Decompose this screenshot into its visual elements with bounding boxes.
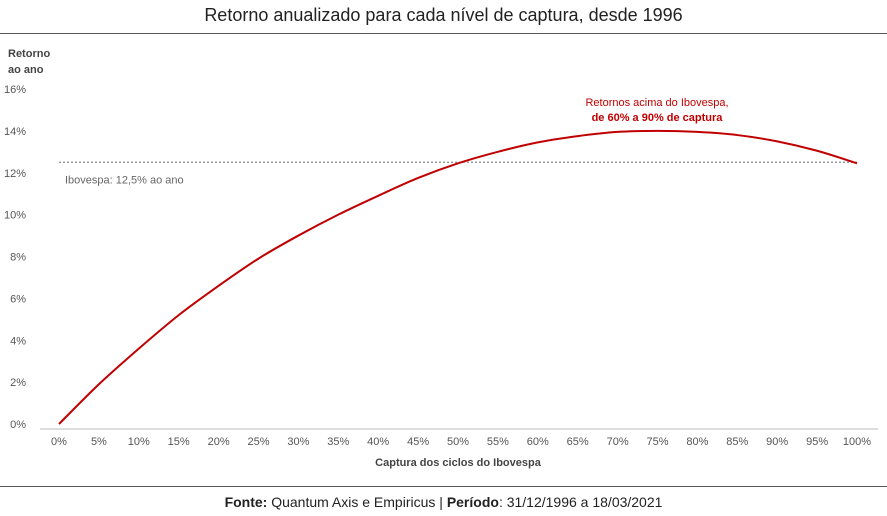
y-tick-label: 14%	[4, 126, 26, 138]
y-tick-label: 4%	[10, 335, 26, 347]
y-axis-label-line1: Retorno	[8, 48, 51, 60]
x-tick-label: 60%	[527, 436, 549, 448]
x-tick-label: 90%	[766, 436, 788, 448]
y-tick-label: 2%	[10, 377, 26, 389]
x-tick-label: 45%	[407, 436, 429, 448]
x-tick-label: 70%	[607, 436, 629, 448]
x-tick-label: 50%	[447, 436, 469, 448]
y-tick-label: 6%	[10, 293, 26, 305]
x-axis-label: Captura dos ciclos do Ibovespa	[375, 457, 542, 469]
x-tick-label: 75%	[646, 436, 668, 448]
y-axis-label: Retorno ao ano	[8, 46, 68, 78]
bottom-divider	[0, 486, 887, 487]
x-tick-label: 0%	[51, 436, 67, 448]
y-tick-label: 16%	[4, 84, 26, 96]
source-label: Fonte:	[224, 494, 268, 510]
x-tick-label: 80%	[686, 436, 708, 448]
annotation-line2: de 60% a 90% de captura	[592, 112, 724, 124]
y-tick-label: 0%	[10, 419, 26, 431]
x-tick-label: 40%	[367, 436, 389, 448]
y-tick-label: 8%	[10, 252, 26, 264]
x-ticks: 0% 5% 10% 15% 20% 25% 30% 35% 40% 45% 50% 55% 60% 65%…	[51, 436, 871, 448]
y-tick-label: 10%	[4, 210, 26, 222]
x-tick-label: 35%	[327, 436, 349, 448]
source-value: Quantum Axis e Empiricus	[271, 494, 436, 510]
x-tick-label: 100%	[843, 436, 871, 448]
x-tick-label: 55%	[487, 436, 509, 448]
top-divider	[0, 33, 887, 34]
y-tick-label: 12%	[4, 168, 26, 180]
x-tick-label: 25%	[247, 436, 269, 448]
x-tick-label: 15%	[168, 436, 190, 448]
period-label: Período	[446, 494, 499, 510]
series-points	[58, 130, 858, 425]
chart-title: Retorno anualizado para cada nível de ca…	[204, 5, 683, 25]
x-tick-label: 85%	[726, 436, 748, 448]
footer-separator: |	[439, 494, 443, 510]
line-chart: 0% 2% 4% 6% 8% 10% 12% 14% 16% 0% 5% 10% 15% 20% 25% 3…	[4, 84, 878, 469]
period-value: : 31/12/1996 a 18/03/2021	[498, 494, 663, 510]
x-tick-label: 95%	[806, 436, 828, 448]
x-tick-label: 5%	[91, 436, 107, 448]
y-ticks: 0% 2% 4% 6% 8% 10% 12% 14% 16%	[4, 84, 26, 431]
x-tick-label: 10%	[128, 436, 150, 448]
x-tick-label: 20%	[208, 436, 230, 448]
y-axis-label-line2: ao ano	[8, 64, 44, 76]
x-tick-label: 65%	[567, 436, 589, 448]
reference-line-label: Ibovespa: 12,5% ao ano	[65, 174, 184, 186]
footer: Fonte: Quantum Axis e Empiricus | Períod…	[0, 494, 887, 510]
x-tick-label: 30%	[287, 436, 309, 448]
annotation-line1: Retornos acima do Ibovespa,	[585, 97, 728, 109]
